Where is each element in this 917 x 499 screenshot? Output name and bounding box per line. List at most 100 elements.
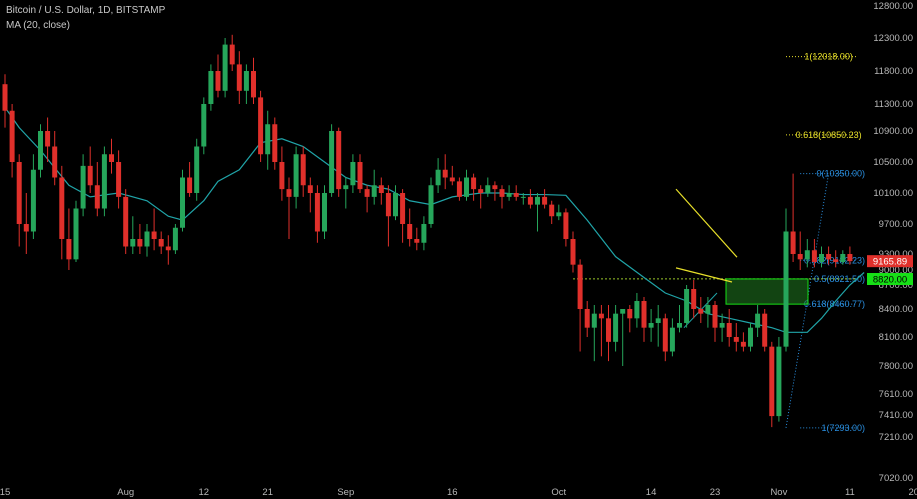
- candle-body: [265, 124, 271, 155]
- candle-body: [414, 239, 420, 243]
- candle-body: [258, 97, 264, 155]
- x-tick-label: 21: [262, 487, 273, 498]
- candle-body: [385, 193, 391, 217]
- candle-body: [520, 196, 526, 198]
- price-badge-label: 9165.89: [873, 257, 907, 268]
- candle-body: [2, 84, 8, 111]
- candle-body: [350, 162, 356, 186]
- y-tick-label: 8400.00: [879, 304, 913, 315]
- x-tick-label: Nov: [770, 487, 787, 498]
- y-tick-label: 9000.00: [879, 265, 913, 276]
- candle-body: [23, 224, 29, 232]
- candle-body: [748, 327, 753, 347]
- candle-body: [329, 131, 335, 193]
- candle-body: [73, 208, 79, 260]
- y-tick-label: 10100.00: [873, 188, 913, 199]
- candle-body: [833, 259, 839, 262]
- candle-body: [542, 196, 548, 205]
- candle-body: [59, 177, 65, 239]
- candle-body: [66, 239, 72, 260]
- candle-body: [101, 154, 107, 209]
- candle-body: [322, 193, 327, 232]
- y-tick-label: 10500.00: [873, 157, 913, 168]
- candle-body: [755, 313, 761, 328]
- candle-body: [790, 231, 796, 254]
- candle-body: [393, 193, 398, 217]
- candle-body: [840, 254, 846, 262]
- candle-body: [598, 313, 604, 319]
- fib-level-label: 1(7293.00): [821, 423, 865, 433]
- target-zone: [725, 278, 809, 305]
- candle-body: [151, 231, 157, 239]
- x-tick-label: 16: [447, 487, 458, 498]
- y-tick-label: 12800.00: [873, 1, 913, 12]
- fib-level-label: 0.618(10850.23): [796, 130, 862, 140]
- indicator-legend[interactable]: MA (20, close): [6, 20, 70, 31]
- candle-body: [563, 212, 569, 239]
- y-tick-label: 7800.00: [879, 361, 913, 372]
- candle-body: [272, 124, 278, 162]
- candle-body: [180, 177, 185, 228]
- candle-body: [137, 239, 143, 247]
- candle-body: [165, 246, 171, 251]
- candle-body: [357, 162, 363, 190]
- y-tick-label: 8700.00: [879, 280, 913, 291]
- candle-body: [819, 254, 824, 262]
- candle-body: [243, 71, 249, 91]
- candle-body: [783, 231, 789, 347]
- candle-body: [591, 313, 597, 328]
- candle-body: [662, 318, 668, 352]
- fib-level-label: 0(10350.00): [816, 169, 865, 179]
- candle-body: [499, 189, 505, 197]
- candle-body: [208, 71, 214, 104]
- y-tick-label: 8100.00: [879, 332, 913, 343]
- candle-body: [769, 346, 775, 417]
- x-tick-label: 14: [646, 487, 657, 498]
- y-tick-label: 7020.00: [879, 473, 913, 484]
- candle-body: [45, 131, 51, 147]
- candle-body: [634, 301, 640, 319]
- candle-body: [314, 193, 320, 232]
- candle-body: [371, 185, 377, 197]
- wedge-upper-line: [675, 188, 738, 258]
- y-tick-label: 7410.00: [879, 410, 913, 421]
- x-tick-label: 11: [845, 487, 855, 498]
- candle-body: [570, 239, 576, 265]
- fib-level-label: 1(12018.00): [804, 52, 853, 62]
- candle-body: [655, 318, 661, 323]
- candle-body: [669, 327, 675, 352]
- x-tick-label: Aug: [117, 487, 134, 498]
- fib-level-label: 0.618(8460.77): [804, 299, 865, 309]
- candle-body: [613, 313, 619, 342]
- candle-body: [172, 227, 178, 251]
- candle-body: [620, 309, 626, 314]
- candle-body: [116, 162, 122, 197]
- candle-body: [428, 185, 434, 224]
- fib-level-label: 0.5(8821.50): [814, 274, 865, 284]
- candle-body: [804, 250, 810, 260]
- candle-body: [847, 254, 853, 262]
- candle-body: [549, 204, 555, 217]
- x-tick-label: 20: [909, 487, 917, 498]
- candle-body: [506, 193, 512, 197]
- y-tick-label: 10900.00: [873, 126, 913, 137]
- x-tick-label: Oct: [551, 487, 566, 498]
- candle-body: [648, 323, 654, 328]
- candle-body: [719, 323, 725, 328]
- candle-body: [201, 104, 207, 147]
- candle-body: [400, 193, 406, 224]
- candle-body: [762, 313, 768, 347]
- x-tick-label: 12: [199, 487, 210, 498]
- candle-body: [577, 264, 583, 309]
- candle-body: [279, 162, 285, 190]
- candle-body: [251, 71, 256, 98]
- candle-body: [94, 185, 100, 209]
- candle-body: [16, 162, 22, 224]
- candle-body: [343, 185, 349, 190]
- candle-body: [194, 146, 200, 193]
- candle-body: [584, 309, 590, 328]
- candle-body: [691, 289, 697, 309]
- candle-body: [471, 177, 477, 190]
- symbol-legend[interactable]: Bitcoin / U.S. Dollar, 1D, BITSTAMP: [6, 5, 166, 16]
